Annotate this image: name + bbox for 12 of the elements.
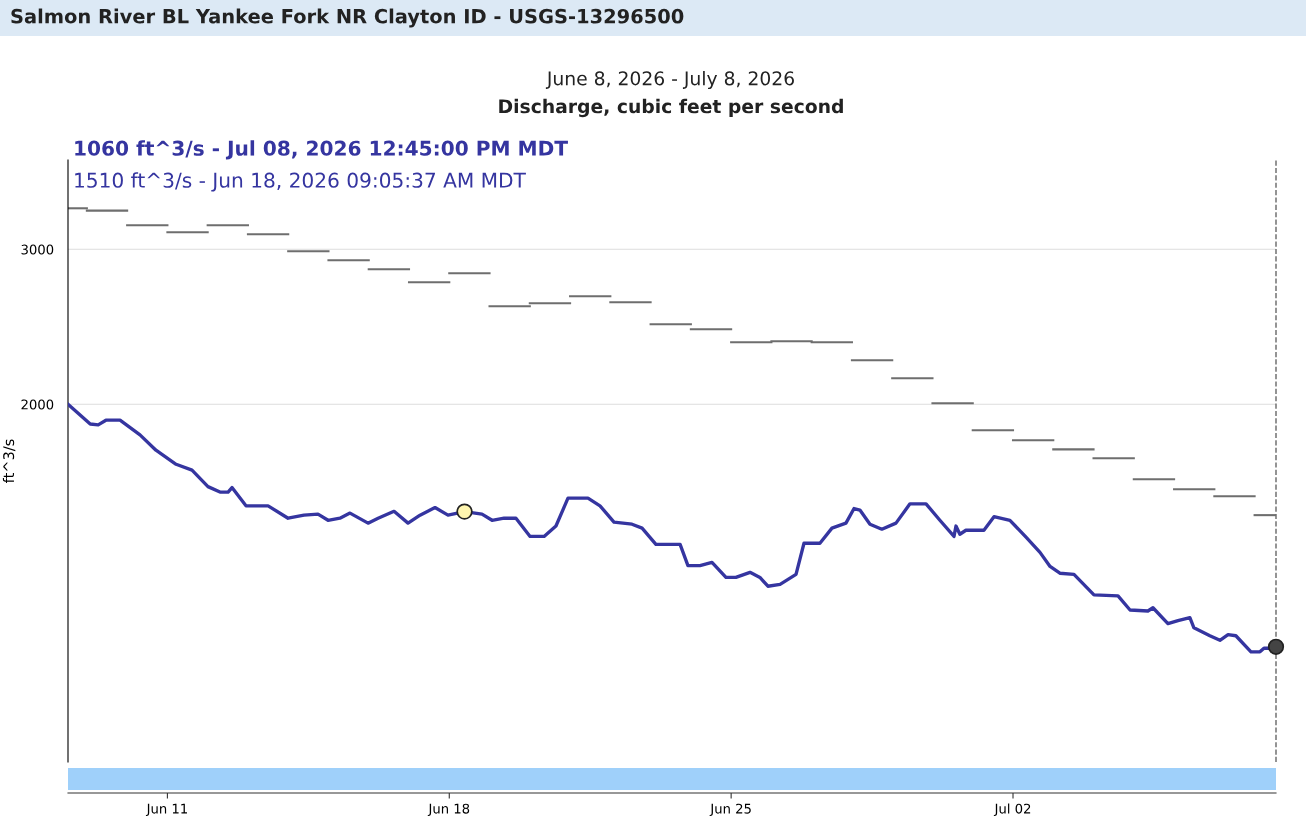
chart-title: Salmon River BL Yankee Fork NR Clayton ID - USGS-13296500	[11, 8, 684, 28]
y-tick-label: 2000	[21, 399, 54, 410]
x-tick-label: Jun 18	[427, 803, 470, 817]
x-tick-label: Jul 02	[993, 803, 1031, 817]
x-tick-label: Jun 25	[709, 803, 751, 817]
text: 1060 ft^3/s - Jul 08, 2026 12:45:00 PM MDT	[75, 140, 568, 160]
y-tick-label: 3000	[21, 244, 54, 255]
chart-subtitle: June 8, 2026 - July 8, 2026	[545, 70, 794, 90]
y-axis-title: ft^3/s	[2, 439, 16, 483]
annotation: 1510 ft^3/s - Jun 18, 2026 09:05:37 AM MDT	[75, 172, 526, 192]
x-tick-label: Jun 11	[145, 803, 187, 817]
text: Discharge, cubic feet per second	[499, 98, 843, 118]
